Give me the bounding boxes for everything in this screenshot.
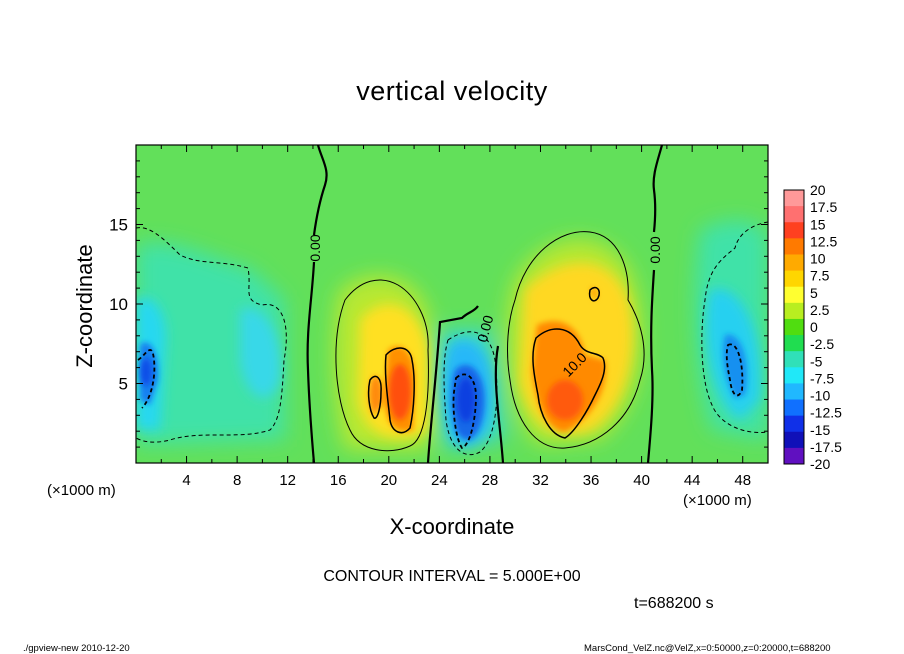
contour-label: 0.00 bbox=[474, 313, 497, 344]
x-tick-label: 20 bbox=[380, 472, 397, 489]
footer-left: ./gpview-new 2010-12-20 bbox=[23, 643, 130, 654]
y-tick-label: 5 bbox=[119, 375, 128, 394]
colorbar-label: 12.5 bbox=[810, 233, 837, 249]
contour-neg5-right bbox=[701, 221, 768, 434]
contour-label: 0.00 bbox=[647, 236, 663, 263]
colorbar-label: 2.5 bbox=[810, 302, 830, 318]
colorbar-segment bbox=[784, 190, 804, 207]
colorbar-segment bbox=[784, 270, 804, 288]
contour-neg10-mid bbox=[452, 373, 477, 450]
colorbar-label: -7.5 bbox=[810, 370, 834, 386]
contour-10-left-small bbox=[367, 375, 382, 419]
colorbar-segment bbox=[784, 367, 804, 384]
x-tick-label: 36 bbox=[583, 472, 600, 489]
contour-10-right-small bbox=[588, 286, 601, 302]
colorbar-segment bbox=[784, 222, 804, 239]
colorbar-label: 20 bbox=[810, 182, 826, 198]
contour-lines bbox=[136, 145, 768, 463]
x-unit-right: (×1000 m) bbox=[683, 492, 752, 509]
colorbar-label: -2.5 bbox=[810, 336, 834, 352]
colorbar-label: -15 bbox=[810, 422, 830, 438]
contour-10-left bbox=[384, 347, 415, 434]
x-tick-label: 4 bbox=[182, 472, 190, 489]
x-tick-label: 48 bbox=[734, 472, 751, 489]
contour-neg5-left bbox=[136, 227, 287, 443]
colorbar-segment bbox=[784, 431, 804, 449]
colorbar-segment bbox=[784, 415, 804, 433]
colorbar-segment bbox=[784, 318, 804, 336]
x-tick-label: 16 bbox=[330, 472, 347, 489]
x-unit-left: (×1000 m) bbox=[47, 482, 116, 499]
colorbar-segment bbox=[784, 238, 804, 255]
colorbar-segment bbox=[784, 335, 804, 352]
x-tick-label: 8 bbox=[233, 472, 241, 489]
x-tick-label: 24 bbox=[431, 472, 448, 489]
colorbar-label: -20 bbox=[810, 456, 830, 472]
zero-contour-left bbox=[306, 145, 328, 463]
x-tick-label: 28 bbox=[482, 472, 499, 489]
colorbar-segment bbox=[784, 254, 804, 272]
zero-contour-right bbox=[646, 145, 664, 463]
zero-contour-mid bbox=[426, 305, 505, 463]
y-tick-label: 15 bbox=[109, 216, 128, 235]
colorbar-label: 5 bbox=[810, 285, 818, 301]
y-tick-label: 10 bbox=[109, 295, 128, 314]
footer-right: MarsCond_VelZ.nc@VelZ,x=0:50000,z=0:2000… bbox=[584, 643, 831, 654]
colorbar-segment bbox=[784, 399, 804, 417]
colorbar-segment bbox=[784, 286, 804, 304]
colorbar-label: 15 bbox=[810, 216, 826, 232]
contour-label: 0.00 bbox=[307, 234, 323, 261]
x-axis-label: X-coordinate bbox=[389, 514, 515, 539]
colorbar-label: -17.5 bbox=[810, 439, 842, 455]
colorbar-label: -5 bbox=[810, 353, 823, 369]
chart-title: vertical velocity bbox=[356, 76, 548, 106]
time-label: t=688200 s bbox=[634, 595, 714, 612]
colorbar-frame bbox=[783, 189, 805, 465]
x-tick-label: 44 bbox=[684, 472, 701, 489]
x-tick-label: 12 bbox=[279, 472, 296, 489]
x-tick-label: 40 bbox=[633, 472, 650, 489]
y-axis-label: Z-coordinate bbox=[72, 244, 97, 368]
contour-neg10-left bbox=[137, 348, 156, 409]
colorbar-label: -10 bbox=[810, 388, 830, 404]
colorbar-segment bbox=[784, 447, 804, 465]
colorbar-label: -12.5 bbox=[810, 405, 842, 421]
colorbar-segment bbox=[784, 206, 804, 223]
colorbar-label: 0 bbox=[810, 319, 818, 335]
field-shading bbox=[136, 145, 768, 463]
colorbar-segment bbox=[784, 383, 804, 401]
contour-5-right-updraft bbox=[507, 231, 645, 449]
colorbar-segment bbox=[784, 351, 804, 368]
contour-interval: CONTOUR INTERVAL = 5.000E+00 bbox=[323, 568, 581, 585]
contour-neg5-mid bbox=[443, 331, 498, 456]
colorbar-segment bbox=[784, 302, 804, 320]
colorbar-label: 17.5 bbox=[810, 199, 837, 215]
x-tick-label: 32 bbox=[532, 472, 549, 489]
contour-5-left-updraft bbox=[335, 279, 429, 452]
contour-10-right bbox=[532, 328, 606, 439]
colorbar-label: 10 bbox=[810, 251, 826, 267]
colorbar-label: 7.5 bbox=[810, 268, 830, 284]
